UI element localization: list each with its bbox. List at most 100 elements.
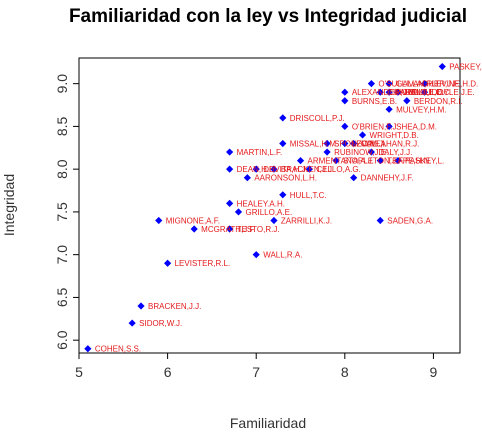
point-label: DANNEHY,J.F. (361, 174, 414, 183)
data-point (358, 131, 367, 139)
point-label: SIDOR,W.J. (139, 319, 182, 328)
data-point (420, 80, 429, 88)
y-axis-title: Integridad (1, 174, 17, 236)
point-label: STAPLETON,J.F. (343, 157, 405, 166)
point-label: SPONZO,M.J. (334, 140, 385, 149)
x-tick-label: 7 (252, 364, 260, 380)
point-label: O'SULLIVAN,R.J. (378, 80, 440, 89)
point-label: BRACKEN,J.J. (148, 302, 201, 311)
point-label: ARMENTANO,A.J. (308, 157, 375, 166)
point-label: DOYLE,J.E. (432, 88, 475, 97)
x-tick-label: 9 (430, 364, 438, 380)
data-point (190, 225, 198, 233)
point-label: BURNS,E.B. (352, 97, 397, 106)
y-axis: 6.0 6.5 7.0 7.5 8.0 8.5 9.0 (54, 74, 79, 350)
y-tick-label: 7.0 (54, 245, 70, 265)
data-point (394, 88, 402, 96)
data-point (367, 148, 375, 156)
data-point (164, 259, 172, 267)
point-label: HUBALT,E.C. (396, 88, 444, 97)
data-point (341, 97, 349, 105)
data-point (323, 139, 331, 148)
data-point (279, 114, 287, 122)
point-label: GALLAGHER,J.F. (396, 80, 460, 89)
point-label: SADEN,G.A. (387, 216, 433, 225)
data-point (385, 105, 393, 113)
x-tick-label: 5 (75, 364, 83, 380)
point-label: DEVITA,H.J. (263, 165, 308, 174)
data-point (376, 157, 384, 165)
point-label: LEVINE,H.D. (432, 80, 479, 89)
data-point (252, 251, 260, 259)
y-tick-label: 7.5 (54, 202, 70, 222)
data-point (332, 157, 340, 165)
data-points (84, 62, 446, 353)
x-axis-title: Familiaridad (230, 415, 306, 431)
point-label: ALEXANDER,J.M. (352, 88, 418, 97)
y-tick-label: 6.0 (54, 330, 70, 350)
data-point (350, 139, 358, 148)
data-point (341, 139, 349, 148)
data-point (84, 345, 92, 353)
data-point (243, 174, 251, 182)
point-label: CELLO,A.G. (316, 165, 360, 174)
x-tick-label: 8 (341, 364, 349, 380)
point-label: DALY,J.J. (378, 148, 412, 157)
point-label: COHEN,S.S. (95, 345, 141, 354)
point-label: MCGRATH,J.F. (201, 225, 256, 234)
data-point (128, 319, 136, 327)
point-label: PASKEY,L. (449, 63, 482, 72)
data-point (323, 148, 331, 156)
data-point (137, 302, 145, 310)
point-label: HULL,T.C. (290, 191, 327, 200)
data-point (305, 165, 313, 173)
data-point (341, 122, 349, 131)
point-label: BRACKEN,J.J. (281, 165, 334, 174)
point-label: MISSAL,H.M. (290, 140, 338, 149)
data-point (270, 216, 278, 225)
y-tick-label: 6.5 (54, 287, 70, 307)
point-label: MIGNONE,A.F. (166, 216, 220, 225)
data-point (226, 199, 234, 207)
point-label: LEVISTER,R.L. (175, 259, 231, 268)
point-label: AARONSON,L.H. (254, 174, 317, 183)
x-axis: 5 6 7 8 9 (75, 353, 438, 380)
y-tick-label: 9.0 (54, 74, 70, 94)
point-label: RUBINOW,J.E. (334, 148, 388, 157)
point-label: O'BRIEN,F.J. (352, 122, 399, 131)
point-label: BERDON,R.I. (414, 97, 463, 106)
data-point (420, 88, 429, 96)
point-label: CIPARELLI,L.D. (387, 88, 444, 97)
point-label: MARTIN,L.F. (237, 148, 283, 157)
data-point (403, 97, 411, 105)
point-label: TESTO,R.J. (237, 225, 280, 234)
y-tick-label: 8.0 (54, 159, 70, 179)
data-point (279, 191, 287, 199)
data-point (385, 80, 393, 88)
point-label: PASKEY,L. (405, 157, 444, 166)
point-label: DRISCOLL,P.J. (290, 114, 345, 123)
point-label: ZARRILLI,K.J. (281, 216, 332, 225)
point-label: WRIGHT,D.B. (370, 131, 419, 140)
data-point (252, 165, 260, 173)
data-point (226, 148, 234, 156)
point-label: HEALEY.A.H. (237, 199, 285, 208)
data-point (438, 62, 446, 71)
data-point (234, 208, 243, 216)
data-point (376, 88, 384, 96)
data-point (155, 216, 163, 225)
data-point (270, 165, 278, 173)
data-point (279, 139, 287, 148)
point-label: GRILLO,A.E. (245, 208, 292, 217)
point-label: CALLAHAN,R.J. (361, 140, 420, 149)
data-labels: COHEN,S.S. SIDOR,W.J. BRACKEN,J.J. LEVISTER… (95, 63, 482, 354)
data-point (226, 165, 234, 173)
point-label: DEAN,H.H. (237, 165, 277, 174)
y-tick-label: 8.5 (54, 116, 70, 136)
data-point (394, 157, 402, 165)
data-point (341, 88, 349, 96)
point-label: MULVEY,H.M. (396, 105, 446, 114)
data-point (226, 225, 234, 233)
point-label: LEVINE,I. (352, 140, 387, 149)
